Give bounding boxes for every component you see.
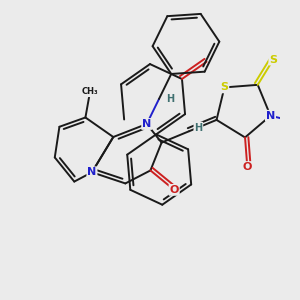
- Text: O: O: [169, 185, 179, 195]
- Text: H: H: [194, 122, 202, 133]
- Text: H: H: [166, 94, 174, 104]
- Text: N: N: [142, 119, 152, 129]
- Text: CH₃: CH₃: [82, 87, 98, 96]
- Text: N: N: [87, 167, 97, 177]
- Text: N: N: [266, 111, 275, 121]
- Text: O: O: [243, 162, 252, 172]
- Text: S: S: [269, 55, 277, 64]
- Text: S: S: [220, 82, 228, 92]
